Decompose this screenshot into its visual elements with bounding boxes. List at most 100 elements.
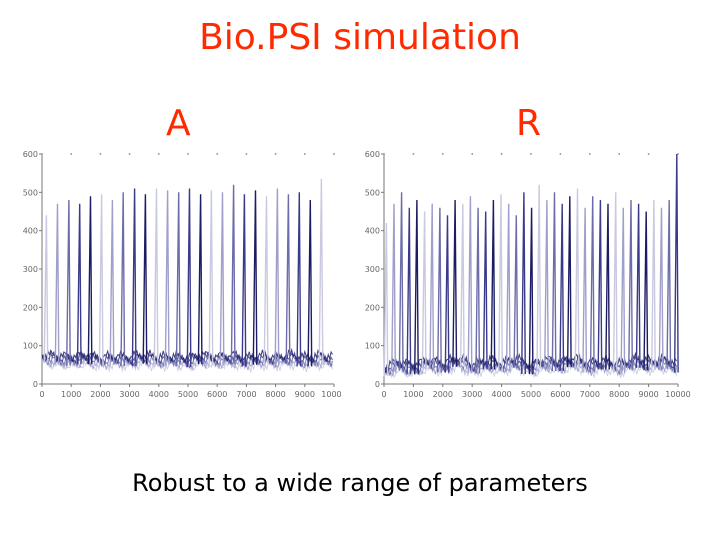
spike-mark [490,199,496,370]
x-tick-label: 6000 [207,390,227,399]
top-tick-dot [157,153,160,155]
spike-mark [475,207,481,374]
spike-mark [482,211,488,370]
spike-mark [383,222,389,377]
x-tick-label: 2000 [433,390,453,399]
spike-mark [467,196,473,374]
top-tick-dot [274,153,277,155]
panel-label-r: R [516,103,542,144]
y-tick-label: 0 [33,380,38,389]
y-tick-label: 500 [365,188,380,197]
spike-mark [635,203,641,368]
top-tick-dot [647,153,650,155]
spike-mark [318,178,324,365]
spike-mark [498,194,503,372]
spike-mark [566,196,572,368]
spike-mark [406,207,412,375]
top-tick-dot [216,153,219,155]
spike-mark [574,188,580,368]
spike-mark [252,190,258,365]
spike-mark [285,194,291,365]
y-tick-label: 400 [365,227,380,236]
spike-mark [597,199,603,370]
y-tick-label: 600 [23,150,38,159]
top-tick-dot [530,153,532,155]
top-tick-dot [618,153,621,155]
x-tick-label: 9000 [295,390,315,399]
spike-mark [620,207,626,374]
top-tick-dot [588,153,591,155]
y-tick-label: 0 [375,380,380,389]
y-tick-label: 300 [365,265,380,274]
x-tick-label: 6000 [550,390,570,399]
top-tick-dot [500,153,503,155]
top-tick-dot [559,153,562,155]
spike-mark [230,184,236,365]
spike-mark [391,203,396,371]
spike-mark [120,192,126,367]
spike-mark [208,190,214,366]
spike-mark [109,199,115,365]
slide-title: Bio.PSI simulation [199,17,521,58]
spike-mark [421,211,427,369]
x-tick-label: 3000 [462,390,482,399]
spike-mark [459,203,465,367]
top-tick-dot [333,153,335,155]
top-tick-dot [187,153,189,155]
spike-mark [197,194,203,365]
spike-mark [164,190,170,365]
spike-mark [142,194,148,364]
spike-mark [241,194,247,367]
spike-mark [43,215,49,363]
spike-mark [505,203,511,372]
x-tick-label: 8000 [609,390,629,399]
top-tick-dot [70,153,73,155]
x-tick-label: 5000 [521,390,541,399]
baseline-series-4 [383,354,677,374]
panel-label-a: A [166,103,191,144]
spike-mark [98,194,104,367]
spike-mark [274,188,280,367]
spike-mark [528,207,534,375]
spike-mark [605,203,610,370]
spike-mark [628,199,633,368]
spike-mark [544,199,549,369]
spike-mark [414,199,419,375]
y-tick-label: 200 [23,303,38,312]
x-tick-label: 8000 [265,390,285,399]
spike-mark [307,199,313,367]
spike-mark [131,188,137,367]
x-tick-label: 4000 [491,390,511,399]
top-tick-dot [245,153,248,155]
spike-mark [612,192,618,374]
spike-mark [673,153,679,373]
x-tick-label: 4000 [149,390,169,399]
x-tick-label: 2000 [90,390,110,399]
y-tick-label: 500 [23,188,38,197]
top-tick-dot [128,153,131,155]
y-tick-label: 200 [365,303,380,312]
x-tick-label: 0 [39,390,44,399]
x-tick-label: 1000 [61,390,81,399]
top-tick-dot [99,153,102,155]
spike-mark [582,207,588,373]
y-tick-label: 600 [365,150,380,159]
top-tick-dot [677,153,679,155]
spike-mark [513,215,519,368]
top-tick-dot [383,153,385,155]
top-tick-dot [41,153,43,155]
x-tick-label: 10000 [321,390,342,399]
x-tick-label: 1000 [403,390,423,399]
spike-mark [87,196,93,365]
spike-mark [651,199,656,371]
spike-mark [175,192,181,365]
x-tick-label: 7000 [580,390,600,399]
x-tick-label: 9000 [638,390,658,399]
spike-mark [398,192,404,371]
spike-mark [219,192,225,366]
spike-mark [186,188,192,368]
spike-mark [643,211,649,371]
spike-mark [437,207,442,373]
